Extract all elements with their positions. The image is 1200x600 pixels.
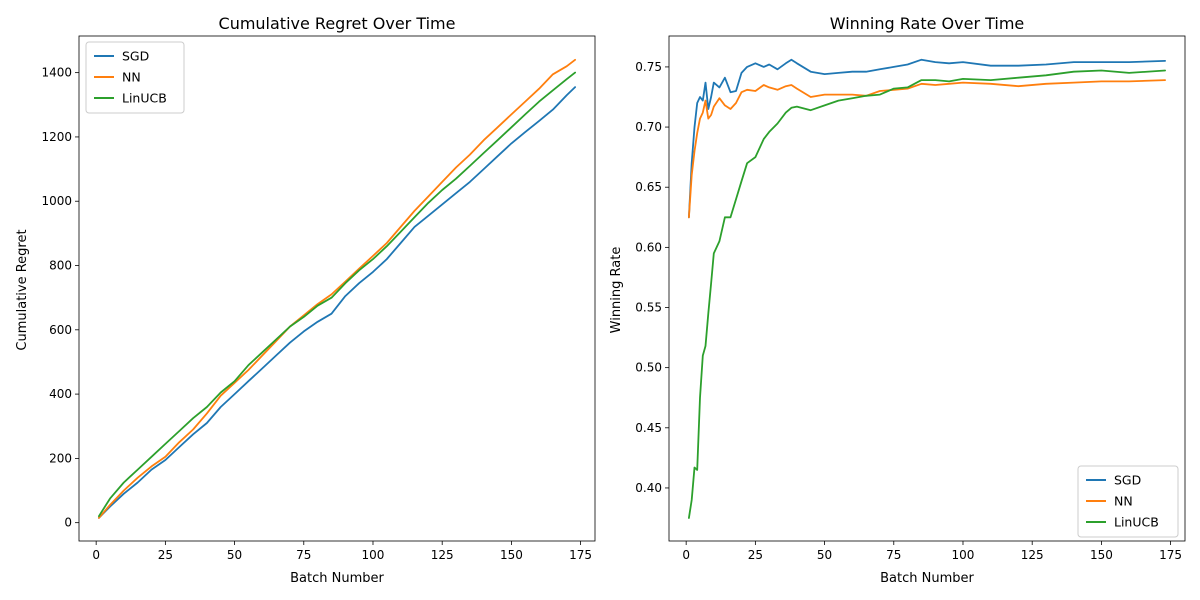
y-axis-label: Winning Rate <box>609 247 624 334</box>
x-tick-label: 75 <box>886 548 901 562</box>
chart-title: Winning Rate Over Time <box>830 14 1025 33</box>
y-tick-label: 0.70 <box>635 120 662 134</box>
series-line-linucb <box>98 71 576 518</box>
legend-label-nn: NN <box>1114 494 1133 509</box>
legend: SGD NN LinUCB <box>85 41 185 114</box>
series-line-nn <box>688 79 1166 219</box>
x-tick-label: 50 <box>227 548 242 562</box>
x-tick-label: 25 <box>748 548 763 562</box>
legend-box <box>85 41 185 114</box>
legend-label-sgd: SGD <box>122 49 149 64</box>
x-tick-label: 125 <box>1021 548 1044 562</box>
y-tick-label: 0 <box>64 516 72 530</box>
y-tick-label: 1000 <box>41 194 72 208</box>
x-tick-label: 175 <box>1159 548 1182 562</box>
series-line-sgd <box>98 86 576 519</box>
x-tick-label: 150 <box>500 548 523 562</box>
x-axis-label: Batch Number <box>290 571 384 586</box>
y-tick-label: 800 <box>49 259 72 273</box>
y-axis-label: Cumulative Regret <box>15 229 30 350</box>
x-tick-label: 0 <box>682 548 690 562</box>
legend-label-nn: NN <box>122 70 141 85</box>
y-tick-label: 0.55 <box>635 301 662 315</box>
y-tick-label: 0.50 <box>635 361 662 375</box>
series-line-sgd <box>688 58 1166 219</box>
y-tick-label: 400 <box>49 387 72 401</box>
y-tick-label: 200 <box>49 451 72 465</box>
legend-box <box>1077 465 1179 538</box>
x-tick-label: 125 <box>431 548 454 562</box>
y-tick-label: 0.75 <box>635 60 662 74</box>
legend-label-sgd: SGD <box>1114 473 1141 488</box>
series-line-linucb <box>688 69 1166 519</box>
x-tick-label: 0 <box>92 548 100 562</box>
y-tick-label: 600 <box>49 323 72 337</box>
x-axis-label: Batch Number <box>880 571 974 586</box>
y-tick-label: 1200 <box>41 130 72 144</box>
x-tick-label: 25 <box>158 548 173 562</box>
y-tick-label: 0.60 <box>635 240 662 254</box>
y-tick-label: 0.40 <box>635 481 662 495</box>
legend-label-linucb: LinUCB <box>1114 515 1159 530</box>
y-tick-label: 0.65 <box>635 180 662 194</box>
plot-frame <box>668 35 1186 542</box>
series-line-nn <box>98 58 576 519</box>
chart-title: Cumulative Regret Over Time <box>219 14 456 33</box>
y-tick-label: 1400 <box>41 66 72 80</box>
legend: SGD NN LinUCB <box>1077 465 1179 538</box>
x-tick-label: 50 <box>817 548 832 562</box>
x-tick-label: 150 <box>1090 548 1113 562</box>
x-tick-label: 100 <box>952 548 975 562</box>
legend-label-linucb: LinUCB <box>122 91 167 106</box>
winning-rate-chart: Winning Rate Over Time Batch Number Winn… <box>609 14 1186 586</box>
cumulative-regret-chart: Cumulative Regret Over Time Batch Number… <box>15 14 596 586</box>
x-tick-label: 75 <box>296 548 311 562</box>
x-tick-label: 100 <box>362 548 385 562</box>
y-tick-label: 0.45 <box>635 421 662 435</box>
plot-frame <box>78 35 596 542</box>
x-tick-label: 175 <box>569 548 592 562</box>
